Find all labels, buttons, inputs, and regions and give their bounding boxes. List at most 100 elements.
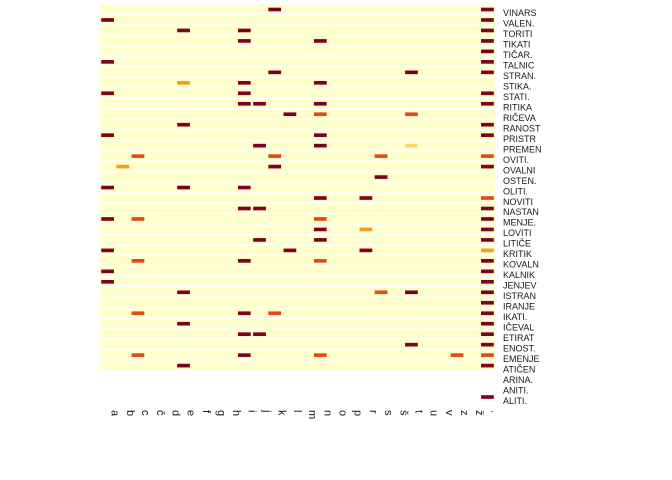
x-tick-label: š (397, 410, 409, 416)
heatmap-cell (313, 80, 327, 85)
heatmap-cell (481, 269, 494, 274)
row-band (100, 245, 495, 255)
x-tick-label: ž (473, 410, 485, 416)
heatmap-cell (481, 101, 494, 106)
y-tick-labels: VINARSVALEN.TORITITIKATITIČAR.TALNICSTRA… (503, 8, 542, 406)
row-band (100, 57, 495, 67)
heatmap-cell (481, 311, 494, 316)
heatmap-cell (131, 353, 145, 357)
row-band (100, 319, 495, 328)
row-bands (100, 4, 495, 402)
heatmap-cell (177, 290, 190, 295)
heatmap-cell (283, 112, 297, 117)
heatmap-cell (237, 332, 251, 337)
x-tick-label: u (428, 410, 440, 416)
y-tick-label: KOVALN (503, 260, 539, 270)
row-band (100, 161, 495, 171)
y-tick-label: ATIČEN (503, 364, 535, 374)
y-tick-label: RITIKA (503, 103, 532, 113)
heatmap-cell (481, 259, 494, 263)
heatmap-cell (253, 332, 266, 337)
heatmap-cell (481, 321, 494, 326)
heatmap-cell (481, 91, 494, 96)
heatmap-cell (177, 185, 190, 190)
x-tick-label: f (200, 410, 212, 414)
x-tick-label: k (276, 410, 288, 416)
heatmap-cell (101, 269, 114, 274)
x-tick-label: a (109, 410, 121, 417)
y-tick-label: VINARS (503, 8, 537, 18)
x-tick-label: d (169, 410, 181, 416)
heatmap-cell (481, 238, 494, 242)
row-band (100, 36, 495, 46)
y-tick-label: NOVITI (503, 197, 533, 207)
x-tick-label: h (230, 410, 242, 416)
y-tick-label: ARINA. (503, 375, 533, 385)
x-tick-label: . (488, 410, 500, 413)
heatmap-cell (481, 290, 494, 295)
heatmap-cells (101, 7, 494, 399)
y-tick-label: KALNIK (503, 270, 535, 280)
heatmap-cell (253, 206, 266, 211)
x-tick-label: n (321, 410, 333, 416)
heatmap-cell (313, 238, 327, 242)
row-band (100, 381, 495, 391)
heatmap-cell (268, 311, 282, 316)
y-tick-label: OVALNI (503, 165, 535, 175)
heatmap-cell (481, 332, 494, 337)
heatmap-cell (313, 143, 327, 148)
y-tick-label: JENJEV (503, 281, 537, 291)
heatmap-cell (481, 154, 494, 158)
heatmap-cell (405, 290, 418, 295)
heatmap-cell (481, 164, 494, 169)
x-tick-label: b (124, 410, 136, 416)
row-band (100, 78, 495, 87)
row-band (100, 214, 495, 224)
row-band (100, 193, 495, 203)
y-tick-label: IČEVAL (503, 322, 534, 332)
heatmap-cell (374, 290, 388, 295)
x-tick-label: l (291, 410, 303, 412)
heatmap-cell (481, 342, 494, 347)
row-band (100, 15, 495, 25)
heatmap-cell (313, 196, 327, 200)
heatmap-cell (481, 353, 494, 357)
heatmap-cell (131, 311, 145, 316)
y-tick-label: STRAN. (503, 71, 536, 81)
row-band (100, 130, 495, 140)
row-band (100, 120, 495, 129)
x-tick-label: i (245, 410, 257, 412)
heatmap-cell (481, 28, 494, 33)
heatmap-cell (253, 238, 266, 242)
row-band (100, 172, 495, 182)
x-tick-label: o (336, 410, 348, 416)
heatmap-cell (481, 217, 494, 221)
x-tick-label: t (412, 410, 424, 413)
y-tick-label: VALEN. (503, 19, 534, 29)
y-tick-label: STIKA. (503, 82, 532, 92)
heatmap-cell (237, 311, 251, 316)
heatmap-cell (101, 217, 114, 221)
heatmap-cell (237, 101, 251, 106)
heatmap-cell (237, 353, 251, 357)
heatmap-cell (313, 353, 327, 357)
row-band (100, 25, 495, 35)
y-tick-label: RANOST (503, 123, 541, 133)
y-tick-label: TIKATI (503, 40, 530, 50)
y-tick-label: KRITIK (503, 249, 532, 259)
heatmap-cell (237, 185, 251, 190)
y-tick-label: IKATI. (503, 312, 527, 322)
row-band (100, 67, 495, 77)
y-tick-label: TIČAR. (503, 50, 533, 60)
row-band (100, 88, 495, 98)
y-tick-label: ANITI. (503, 385, 529, 395)
y-tick-label: OVITI. (503, 155, 529, 165)
heatmap-cell (481, 70, 494, 75)
heatmap-cell (481, 49, 494, 54)
heatmap-cell (481, 206, 494, 211)
heatmap-cell (237, 91, 251, 96)
y-tick-label: ISTRAN (503, 291, 536, 301)
row-band (100, 339, 495, 349)
y-tick-label: EMENJE (503, 354, 540, 364)
